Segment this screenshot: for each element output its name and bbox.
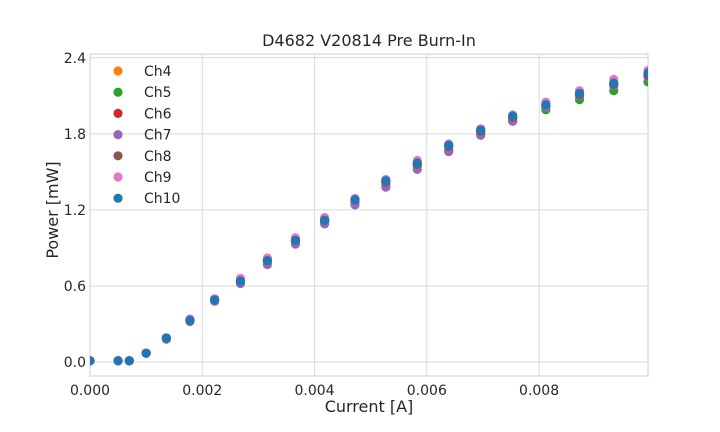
data-point-ch10 [541,100,551,110]
legend-marker [113,151,123,161]
data-point-ch10 [574,88,585,98]
legend: Ch4 Ch5 Ch6 Ch7 Ch8 Ch9 Ch10 [113,64,180,207]
legend-label: Ch5 [144,85,172,101]
legend-label: Ch7 [144,128,172,144]
legend-label: Ch6 [144,106,172,122]
data-point-ch10 [124,356,134,366]
x-tick-label: 0.006 [407,383,447,399]
data-point-ch10 [113,356,123,366]
data-point-ch10 [643,68,648,78]
grid [89,54,648,376]
legend-marker [113,172,123,182]
y-tick-label: 1.2 [64,203,86,219]
legend-label: Ch10 [144,191,180,207]
x-tick-label: 0.000 [70,383,110,399]
x-tick-label: 0.008 [519,383,559,399]
y-tick-label: 1.8 [64,127,86,143]
data-point-ch10 [381,176,391,186]
legend-marker [113,130,123,140]
data-point-ch10 [508,111,518,121]
data-point-ch10 [290,235,301,245]
data-point-ch10 [412,158,422,168]
data-point-ch10 [210,295,220,305]
x-axis-label: Current [A] [325,397,414,416]
legend-label: Ch8 [144,149,172,165]
y-tick-label: 2.4 [64,51,86,67]
legend-label: Ch9 [144,170,172,186]
data-point-ch10 [609,78,619,88]
y-axis-label: Power [mW] [43,161,62,258]
data-points [90,65,648,366]
data-point-ch10 [350,195,360,205]
legend-marker [113,193,123,203]
x-tick-label: 0.002 [182,383,222,399]
data-point-ch10 [161,333,171,343]
y-tick-label: 0.0 [64,355,86,371]
data-point-ch10 [444,140,454,150]
y-tick-label: 0.6 [64,279,86,295]
data-point-ch10 [90,356,95,366]
plot-frame [89,53,649,377]
legend-marker [113,66,123,76]
tick-labels: 0.000 0.002 0.004 0.006 0.008 0.0 0.6 1.2 1.8 2.4 [64,51,559,399]
chart-title: D4682 V20814 Pre Burn-In [262,31,476,50]
data-point-ch10 [141,348,151,358]
legend-label: Ch4 [144,64,172,80]
data-point-ch10 [320,215,330,225]
data-point-ch10 [185,315,195,325]
x-tick-label: 0.004 [295,383,335,399]
data-point-ch10 [262,256,272,266]
legend-marker [113,108,123,118]
data-point-ch10 [235,276,246,286]
data-point-ch10 [476,125,486,135]
legend-marker [113,87,123,97]
